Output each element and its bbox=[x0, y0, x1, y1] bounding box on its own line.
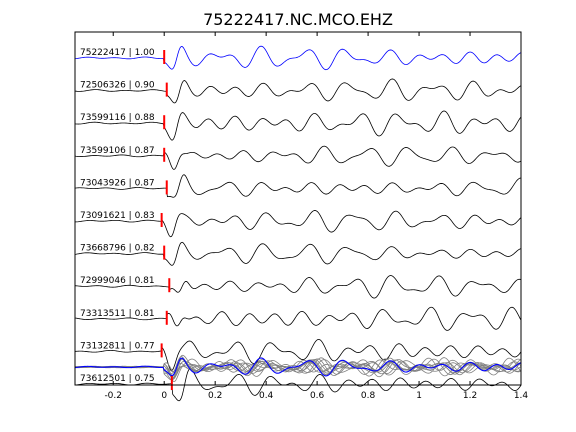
x-tick-label: 1.2 bbox=[463, 391, 477, 401]
traces-layer bbox=[74, 45, 522, 402]
chart-title: 75222417.NC.MCO.EHZ bbox=[203, 10, 393, 29]
trace-75222417 bbox=[74, 45, 522, 71]
trace-label-75222417: 75222417 | 1.00 bbox=[80, 48, 155, 58]
trace-73612501 bbox=[74, 368, 522, 402]
trace-label-73599116: 73599116 | 0.88 bbox=[80, 113, 155, 123]
x-tick-label: 0.4 bbox=[259, 391, 274, 401]
x-tick-label: 0.8 bbox=[361, 391, 376, 401]
trace-label-73132811: 73132811 | 0.77 bbox=[80, 341, 155, 351]
trace-label-72506326: 72506326 | 0.90 bbox=[80, 81, 155, 91]
x-tick-label: 1 bbox=[416, 391, 422, 401]
trace-73132811 bbox=[74, 339, 522, 371]
picks-layer bbox=[160, 50, 173, 390]
labels-layer: 75222417 | 1.00 72506326 | 0.90 73599116 |… bbox=[80, 48, 155, 384]
trace-label-73043926: 73043926 | 0.87 bbox=[80, 178, 155, 188]
x-tick-label: 1.4 bbox=[514, 391, 529, 401]
trace-72999046 bbox=[74, 275, 522, 299]
trace-73091621 bbox=[74, 210, 522, 238]
x-axis: -0.2 0 0.2 0.4 0.6 0.8 1 1.2 1.4 bbox=[104, 32, 528, 401]
trace-73668796 bbox=[74, 241, 522, 266]
trace-73313511 bbox=[74, 306, 522, 331]
x-tick-label: 0 bbox=[161, 391, 167, 401]
trace-73599106 bbox=[74, 145, 522, 170]
x-tick-label: 0.6 bbox=[310, 391, 325, 401]
trace-label-72999046: 72999046 | 0.81 bbox=[80, 276, 155, 286]
trace-label-73313511: 73313511 | 0.81 bbox=[80, 309, 155, 319]
trace-label-73612501: 73612501 | 0.75 bbox=[80, 374, 155, 384]
stack-trace-73612501 bbox=[74, 354, 522, 381]
trace-73599116 bbox=[74, 110, 522, 141]
x-tick-label: 0.2 bbox=[208, 391, 222, 401]
trace-72506326 bbox=[74, 78, 522, 104]
trace-label-73668796: 73668796 | 0.82 bbox=[80, 244, 155, 254]
plot-frame bbox=[74, 31, 522, 386]
stack-layer bbox=[74, 354, 522, 382]
trace-label-73091621: 73091621 | 0.83 bbox=[80, 211, 155, 221]
stack-trace-75222417 bbox=[74, 357, 522, 377]
trace-label-73599106: 73599106 | 0.87 bbox=[80, 146, 155, 156]
x-tick-label: -0.2 bbox=[104, 391, 122, 401]
trace-73043926 bbox=[74, 174, 522, 198]
